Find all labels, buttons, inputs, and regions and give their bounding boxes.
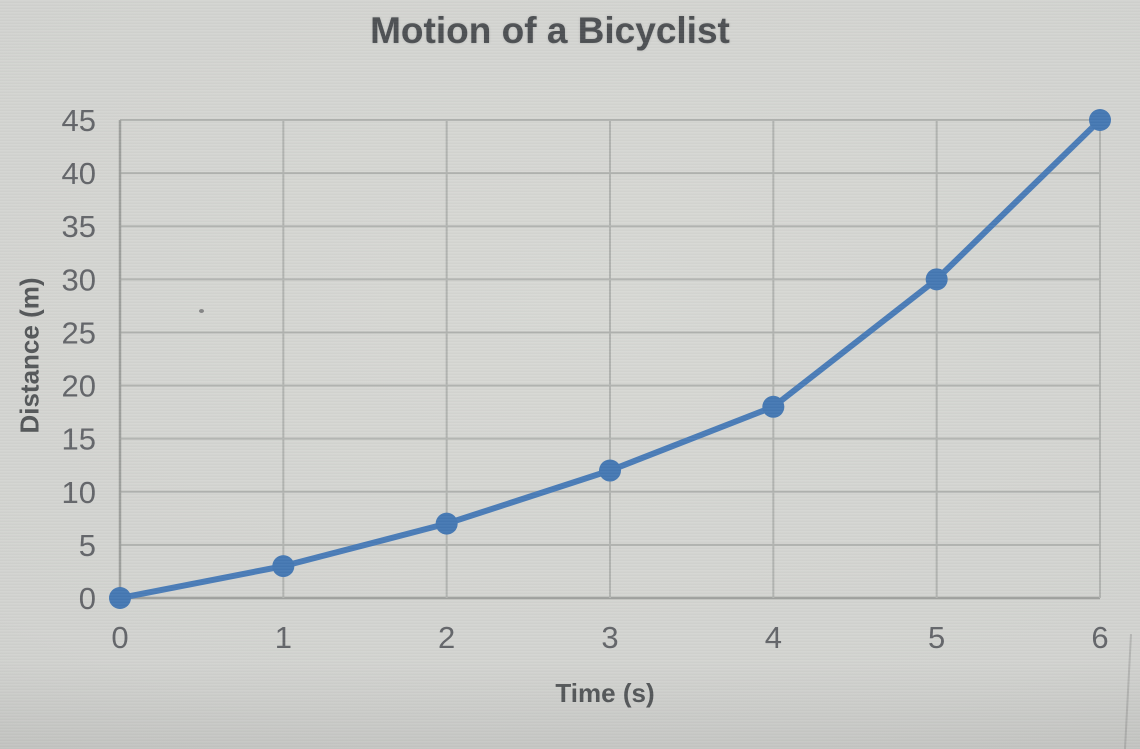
y-tick-label: 10 [62, 475, 96, 510]
y-tick-label: 35 [62, 209, 96, 244]
data-point [762, 395, 785, 418]
y-tick-label: 25 [62, 315, 96, 350]
data-point [1089, 109, 1111, 131]
x-tick-label: 4 [765, 620, 782, 655]
data-point [435, 512, 458, 535]
y-tick-label: 30 [62, 262, 96, 297]
data-point [599, 459, 621, 482]
x-tick-label: 1 [275, 620, 292, 655]
x-tick-label: 6 [1091, 620, 1108, 655]
y-tick-label: 20 [62, 369, 96, 404]
y-tick-label: 0 [79, 581, 96, 616]
x-tick-label: 5 [928, 620, 945, 655]
x-axis-title: Time (s) [555, 678, 655, 708]
x-tick-label: 0 [111, 620, 128, 655]
y-tick-label: 5 [79, 528, 96, 563]
x-tick-label: 3 [601, 620, 618, 655]
y-tick-label: 40 [62, 156, 96, 191]
x-tick-label: 2 [438, 620, 455, 655]
chart-title: Motion of a Bicyclist [370, 10, 730, 51]
dust-speck-artifact [199, 309, 204, 313]
data-point [109, 587, 131, 609]
data-point [925, 268, 948, 291]
y-tick-label: 45 [62, 103, 96, 138]
y-tick-label: 15 [62, 422, 96, 457]
data-point [272, 555, 295, 578]
